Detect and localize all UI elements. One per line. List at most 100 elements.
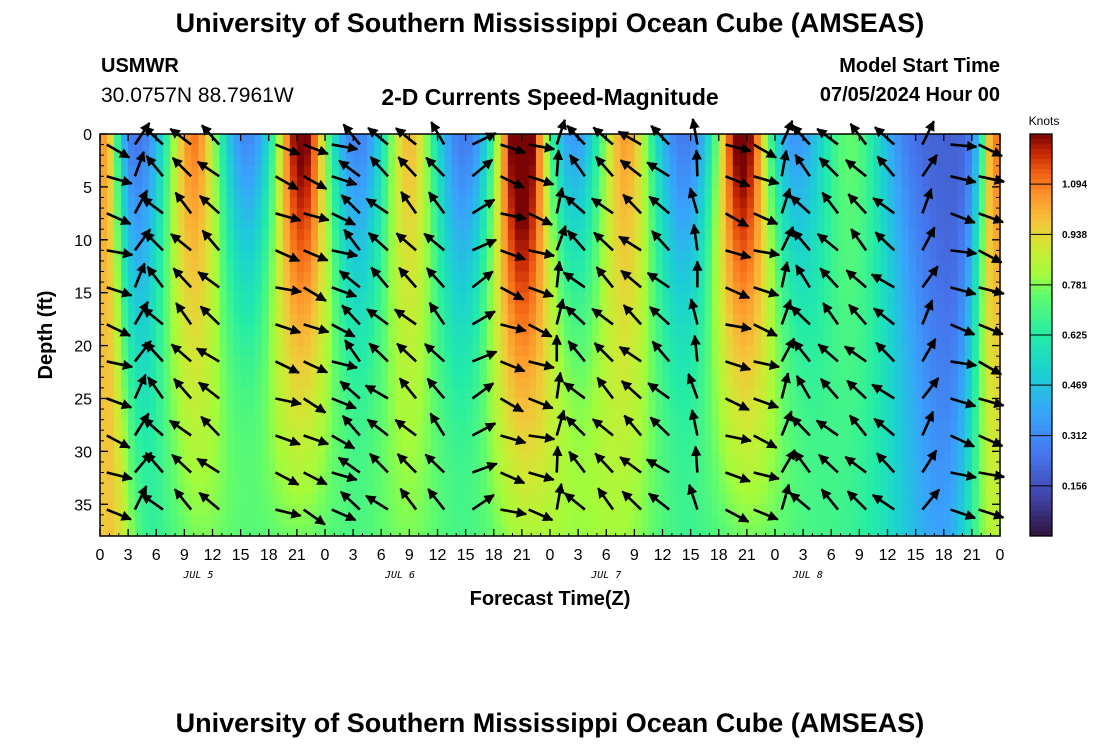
heatmap-cell [339,345,347,357]
heatmap-cell [831,419,839,431]
heatmap-cell [606,208,614,220]
heatmap-cell [824,398,832,410]
heatmap-cell [360,218,368,230]
heatmap-cell [472,155,481,167]
heatmap-cell [100,419,108,431]
heatmap-cell [978,165,987,177]
heatmap-cell [943,398,952,410]
heatmap-cell [929,134,938,146]
heatmap-cell [599,134,607,146]
heatmap-cell [676,409,685,421]
heatmap-cell [852,345,860,357]
heatmap-cell [521,313,530,326]
heatmap-cell [493,197,502,209]
heatmap-cell [922,440,931,452]
heatmap-cell [479,525,488,537]
heatmap-cell [444,303,453,315]
heatmap-cell [634,398,643,410]
heatmap-cell [564,345,572,357]
heatmap-cell [100,186,108,199]
heatmap-cell [760,165,769,177]
heatmap-cell [943,229,952,241]
heatmap-cell [303,440,312,452]
heatmap-cell [929,313,938,326]
heatmap-cell [240,419,249,431]
heatmap-cell [866,324,875,336]
heatmap-cell [254,345,263,357]
heatmap-cell [114,197,122,209]
heatmap-cell [268,461,277,474]
heatmap-cell [810,525,818,537]
heatmap-cell [725,313,734,326]
heatmap-cell [444,398,453,410]
heatmap-cell [423,313,432,326]
heatmap-cell [310,409,319,421]
heatmap-cell [592,356,600,368]
heatmap-cell [753,472,762,484]
heatmap-cell [915,409,924,421]
heatmap-cell [486,229,495,241]
heatmap-cell [360,260,368,273]
heatmap-cell [493,514,502,527]
heatmap-cell [711,483,720,495]
heatmap-cell [437,451,446,463]
heatmap-cell [437,250,446,262]
heatmap-cell [676,493,685,505]
heatmap-cell [282,292,291,304]
heatmap-cell [388,451,396,463]
heatmap-cell [282,493,291,505]
heatmap-cell [247,165,256,177]
heatmap-cell [212,197,221,209]
heatmap-cell [852,430,860,442]
heatmap-cell [845,186,853,199]
heatmap-cell [971,218,980,230]
heatmap-cell [557,398,565,410]
heatmap-cell [599,292,607,304]
heatmap-cell [535,282,544,294]
current-arrow [364,384,389,400]
heatmap-cell [789,144,797,156]
heatmap-cell [332,271,340,283]
heatmap-cell [648,525,657,537]
heatmap-cell [191,398,200,410]
heatmap-cell [571,366,579,378]
heatmap-cell [191,387,200,400]
heatmap-cell [381,144,389,156]
heatmap-cell [395,483,403,495]
heatmap-cell [458,303,467,315]
heatmap-cell [585,525,593,537]
heatmap-cell [409,313,418,326]
heatmap-cell [753,345,762,357]
heatmap-cell [254,356,263,368]
heatmap-cell [978,239,987,251]
heatmap-cell [486,451,495,463]
heatmap-cell [725,165,734,177]
heatmap-cell [683,260,692,273]
heatmap-cell [528,451,537,463]
heatmap-cell [353,176,361,188]
heatmap-cell [381,229,389,241]
heatmap-cell [374,197,382,209]
heatmap-cell [746,271,755,283]
heatmap-cell [985,419,994,431]
heatmap-cell [676,387,685,400]
heatmap-cell [268,493,277,505]
heatmap-cell [303,303,312,315]
heatmap-cell [191,313,200,326]
heatmap-cell [135,208,143,220]
heatmap-cell [767,313,776,326]
heatmap-cell [177,440,185,452]
heatmap-cell [240,197,249,209]
heatmap-cell [339,514,347,527]
heatmap-cell [697,260,706,273]
heatmap-cell [704,387,713,400]
heatmap-cell [430,239,439,251]
heatmap-cell [697,345,706,357]
heatmap-cell [416,493,425,505]
heatmap-cell [268,409,277,421]
heatmap-cell [528,313,537,326]
heatmap-cell [416,335,425,347]
heatmap-cell [655,335,664,347]
heatmap-cell [620,504,628,516]
heatmap-cell [957,483,966,495]
